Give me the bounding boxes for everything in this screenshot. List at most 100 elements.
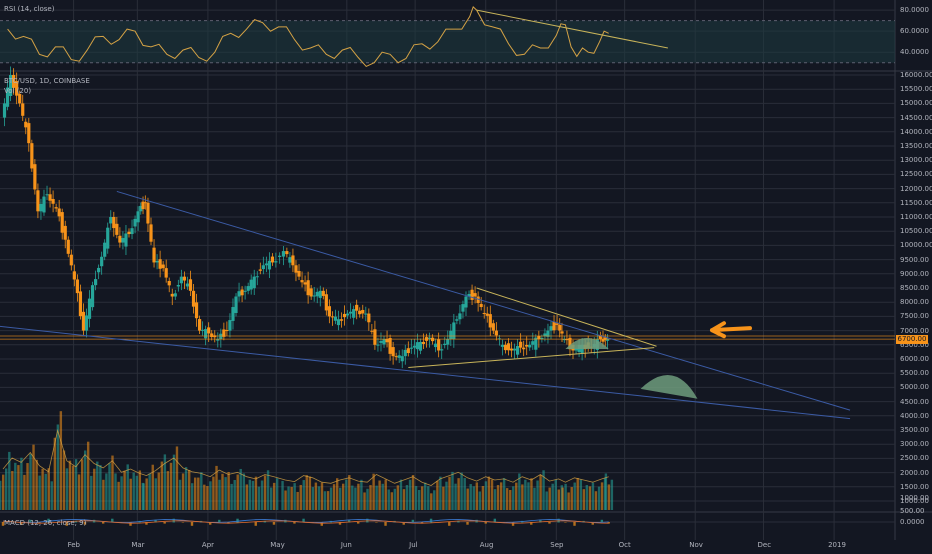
volume-bar [269,487,273,510]
candle-body [434,343,438,348]
candle-body [509,348,514,351]
macd-histogram-bar [302,518,305,523]
candle-body [201,329,205,331]
volume-bar [5,468,8,510]
volume-bar [132,472,135,510]
projection-arc-large [640,374,698,399]
volume-bar [245,484,249,510]
candle-body [100,256,104,267]
macd-histogram-bar [154,519,157,523]
volume-bar [384,479,387,510]
rsi-line [7,6,609,68]
volume-bar [502,478,506,510]
price-tick-label: 9500.00 [900,255,929,264]
candle-body [109,217,113,224]
volume-bar [493,489,497,510]
candle-body [421,341,426,344]
candle-body [382,339,386,345]
macd-histogram-bar [484,522,487,524]
volume-bar [299,484,302,510]
volume-bar [582,489,586,510]
candle-body [361,309,365,314]
candle-body [345,313,350,316]
candle-body [367,313,371,323]
candle-body [155,260,159,263]
volume-bar [551,483,554,510]
volume-bar [41,468,44,510]
candle-body [568,337,572,350]
macd-histogram-bar [548,522,551,524]
candle-body [210,333,214,338]
volume-bar [305,475,308,510]
price-tick-label: 1000.00 [900,497,929,505]
volume-bar [163,454,167,510]
time-tick-label: Feb [67,541,80,549]
volume-bar [515,482,518,510]
candle-body [603,337,607,340]
candle-body [531,341,535,345]
volume-bar [169,462,173,510]
volume-bar [284,490,287,510]
volume-bar [357,483,360,510]
volume-bar [154,478,157,510]
candle-body [164,268,168,278]
candle-body [437,339,441,351]
candle-body [443,343,447,345]
rsi-title: RSI (14, close) [4,5,55,13]
candle-body [252,276,256,289]
volume-bar [138,470,142,510]
volume-bar [420,486,424,510]
candle-body [141,201,145,210]
macd-title: MACD (12, 26, close, 9) [4,519,87,527]
volume-bar [499,482,503,510]
volume-bar [326,491,330,510]
candle-body [543,333,547,337]
macd-histogram-bar [564,522,567,523]
volume-bar [35,459,38,510]
price-tick-label: 2000.00 [900,468,929,477]
candle-body [385,339,389,343]
candle-body [33,164,37,190]
candle-body [261,265,265,270]
candle-body [60,212,64,233]
candle-body [258,269,262,271]
volume-bar [14,462,17,510]
volume-bar [475,482,479,510]
volume-bar [105,473,108,510]
macd-histogram-bar [591,522,594,525]
candle-body [219,333,223,340]
candle-body [93,279,98,286]
macd-histogram-bar [272,522,276,525]
candle-body [506,343,511,351]
volume-bar [348,475,351,510]
candle-body [458,313,462,320]
volume-bar [567,492,570,510]
candle-body [300,280,304,283]
candle-body [45,194,49,196]
price-tick-label: 2500.00 [900,454,929,463]
volume-bar [505,488,509,510]
candle-body [562,339,566,341]
candle-body [488,314,492,328]
volume-bar [203,484,206,510]
volume-bar [372,473,375,510]
candle-body [121,238,125,243]
candle-body [418,341,423,351]
volume-bar [215,465,218,510]
volume-bar [38,475,41,510]
price-tick-label: 10000.00 [900,241,932,250]
candle-body [288,257,292,263]
candle-body [409,347,413,349]
volume-bar [114,473,117,510]
price-tick-label: 14000.00 [900,127,932,136]
volume-bar [193,477,197,510]
candle-body [294,265,298,273]
volume-bar [175,446,179,510]
candle-body [491,323,495,331]
volume-bar [218,479,221,510]
candle-body [318,290,322,298]
volume-bar [554,479,557,510]
candle-body [333,316,338,321]
candle-body [297,270,301,277]
